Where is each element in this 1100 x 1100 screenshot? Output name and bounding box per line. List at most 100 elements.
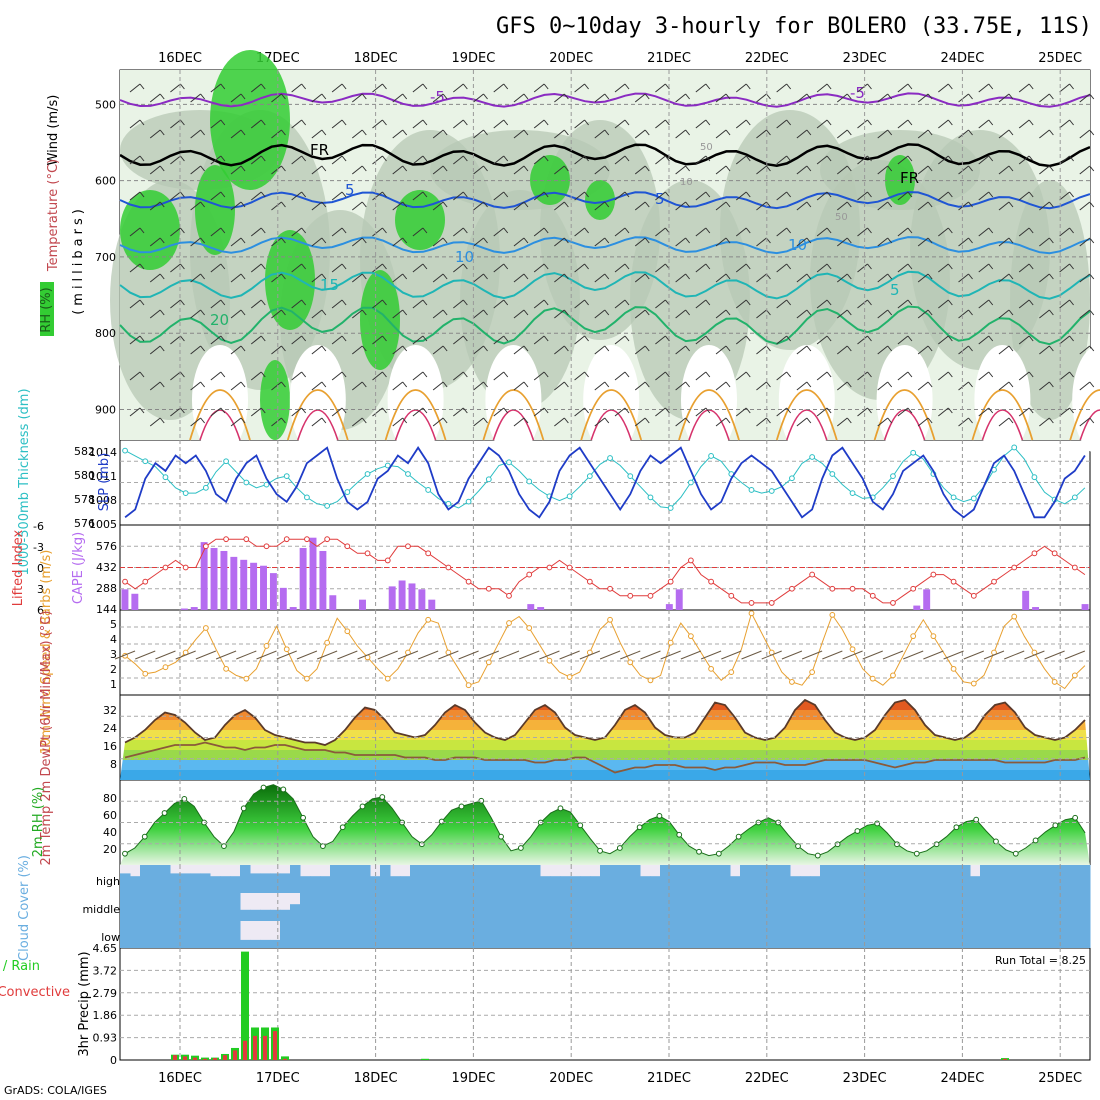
bottom-date-label: 18DEC: [354, 1071, 398, 1086]
wind-barb: [695, 335, 707, 345]
thickness-line-point: [627, 473, 634, 480]
wind-barb-flag: [806, 165, 812, 172]
thickness-line-point: [122, 447, 128, 454]
slp-tick: 1005: [89, 518, 117, 531]
wind-barb-flag: [968, 237, 973, 244]
cloud-cell-high: [260, 873, 271, 893]
top-date-label: 16DEC: [158, 51, 202, 66]
wind-barb: [331, 407, 343, 417]
wind-barb-flag: [826, 119, 832, 126]
wind-barb: [493, 227, 505, 237]
wind-barb: [776, 83, 787, 93]
wind-barb-flag: [483, 237, 488, 244]
wind-barb: [1018, 191, 1030, 201]
cloud-cell-middle: [280, 909, 291, 921]
wind-barb: [230, 129, 242, 139]
wind-barb-flag: [806, 309, 812, 316]
wind-barb: [756, 93, 767, 103]
wind-barb: [1079, 165, 1091, 175]
wind-barb: [190, 93, 201, 103]
wind-barb-flag: [523, 129, 529, 136]
wind-barb-flag: [786, 371, 792, 378]
wind-barb: [513, 309, 525, 319]
wind-barb-flag: [1069, 191, 1074, 198]
wind-barb: [331, 227, 343, 237]
wind-barb: [271, 417, 282, 427]
cloud-cell-high: [320, 876, 331, 893]
wind-barb-flag: [180, 263, 185, 270]
wind-barb: [756, 309, 767, 319]
wind-barb: [1059, 83, 1070, 93]
wind-barb: [170, 335, 181, 345]
wind-barb-flag: [806, 237, 812, 244]
thickness-line-point: [182, 490, 189, 497]
precip-convective-bar: [223, 1055, 227, 1060]
wind-barb: [1039, 165, 1050, 175]
temp-tick: 8: [110, 758, 117, 771]
lifted-tick: -3: [33, 541, 44, 554]
wind-barb: [453, 263, 464, 273]
panel-frame-wind: [119, 609, 1091, 696]
wind-barb: [715, 381, 727, 391]
wind-barb-flag: [483, 165, 488, 172]
wind-barb: [533, 407, 545, 417]
wind-barb: [776, 371, 787, 381]
wind-barb: [877, 345, 889, 355]
wind-barb-flag: [483, 381, 488, 388]
wind-barb-flag: [442, 273, 448, 280]
cloud-cell-low: [440, 921, 451, 948]
wind-barb-flag: [523, 93, 529, 100]
wind-barb: [715, 273, 727, 283]
wind-barb: [1059, 191, 1070, 201]
lifted-index-line-point: [768, 600, 775, 606]
wind-barb: [857, 83, 868, 93]
bottom-date-label: 22DEC: [745, 1071, 789, 1086]
top-date-label: 18DEC: [354, 51, 398, 66]
contour-label: FR: [900, 169, 919, 187]
wind-barb: [1079, 345, 1091, 355]
thickness-line-point: [364, 471, 371, 477]
thickness-line-point: [142, 458, 149, 465]
10m-wind-barb: [1004, 650, 1025, 660]
wind-barb: [453, 227, 464, 237]
cloud-cell-low: [210, 921, 221, 948]
wind-barb: [857, 407, 868, 417]
lifted-index-line-point: [1011, 564, 1018, 571]
wind-barb: [614, 371, 626, 381]
wind-barb-flag: [947, 263, 953, 270]
10m-wind-barb: [781, 650, 803, 660]
temp-band: [120, 730, 1090, 740]
wind-barb: [756, 237, 767, 247]
cape-bar: [240, 559, 248, 610]
wind-barb-flag: [523, 417, 529, 424]
cloud-cell-high: [810, 876, 821, 893]
wind-speed-line-point: [1071, 672, 1078, 679]
wind-barb: [351, 237, 363, 247]
freezing-level: [119, 143, 1091, 168]
cape-bar: [923, 589, 931, 610]
wind-barb-flag: [382, 263, 387, 270]
wind-barb: [695, 371, 707, 381]
wind-barb: [331, 263, 343, 273]
cloud-cell-middle: [1080, 893, 1091, 921]
thickness-line-point: [667, 505, 674, 511]
lifted-index-line-point: [162, 564, 169, 571]
cloud-cell-low: [1010, 921, 1021, 948]
10m-wind-barb: [135, 650, 156, 660]
wind-barb-flag: [644, 309, 650, 316]
cloud-cell-high: [950, 865, 961, 893]
wind-barb: [554, 165, 565, 175]
wind-barb: [271, 129, 282, 139]
wind-barb: [634, 381, 646, 391]
lifted-index-line-point: [586, 578, 593, 585]
wind-barb: [372, 227, 383, 237]
precip-convective-bar: [243, 1040, 247, 1060]
wind-barb-flag: [361, 345, 367, 352]
wind-speed-line-point: [930, 633, 937, 640]
10m-wind-barb: [1024, 650, 1045, 660]
wind-barb: [816, 227, 828, 237]
thickness-line-point: [970, 495, 977, 502]
cloud-cell-low: [1060, 921, 1071, 948]
rh-green-area: [360, 270, 400, 370]
10m-wind-barb: [640, 650, 661, 660]
